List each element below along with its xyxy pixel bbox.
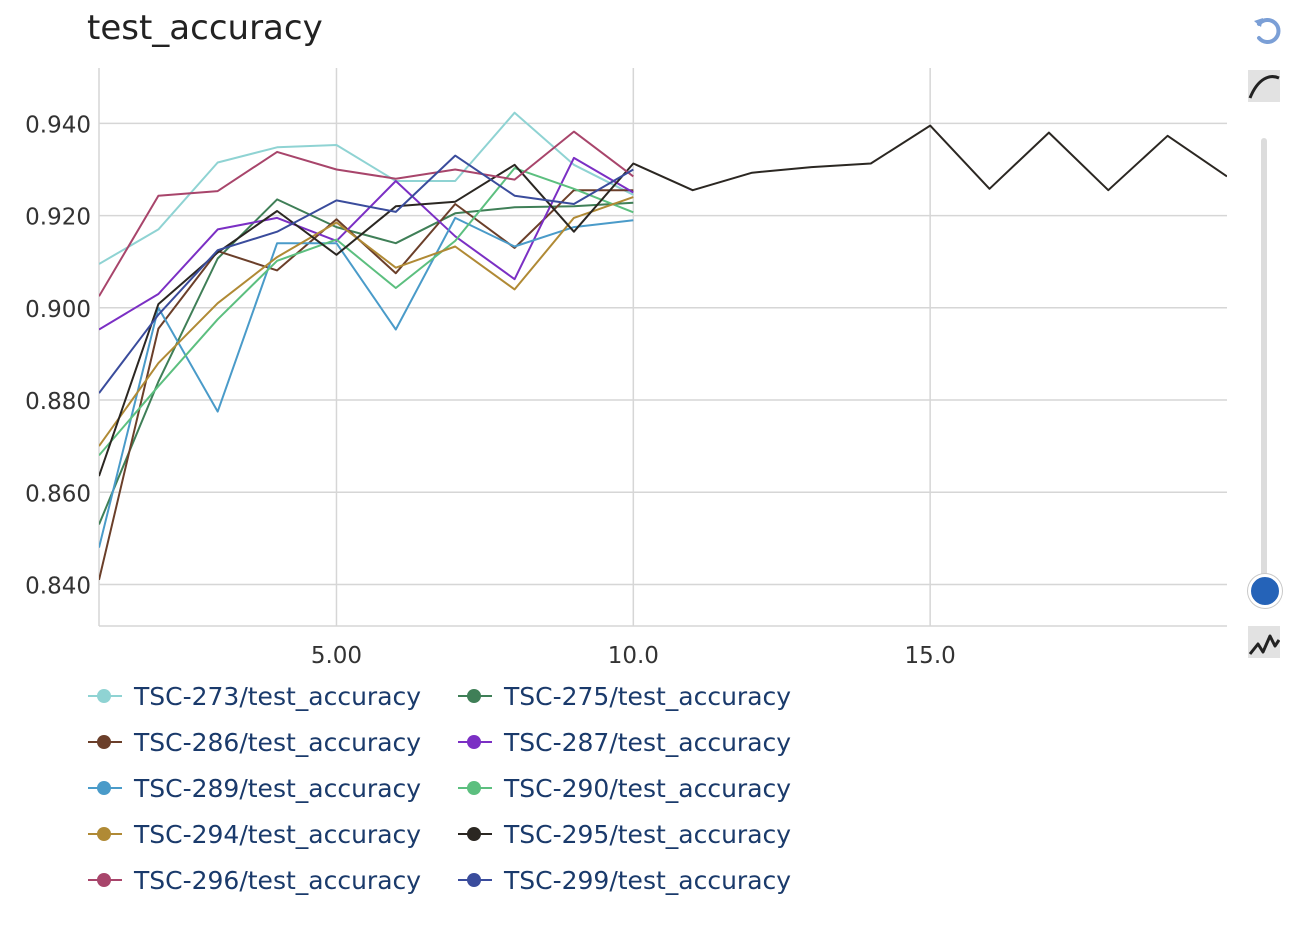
smoothing-slider-track[interactable] (1261, 138, 1267, 588)
legend-item[interactable]: TSC-273/test_accuracy (88, 676, 421, 716)
x-tick-label: 10.0 (608, 643, 659, 669)
legend-swatch (458, 735, 492, 749)
legend-label: TSC-299/test_accuracy (504, 865, 792, 895)
legend-swatch (88, 873, 122, 887)
series-line (99, 216, 634, 548)
legend-item[interactable]: TSC-290/test_accuracy (458, 768, 791, 808)
y-tick-label: 0.840 (25, 573, 91, 599)
legend-swatch (88, 735, 122, 749)
legend-item[interactable]: TSC-299/test_accuracy (458, 860, 791, 900)
x-tick-label: 15.0 (905, 643, 956, 669)
y-tick-label: 0.860 (25, 481, 91, 507)
y-tick-label: 0.900 (25, 297, 91, 323)
smoothing-slider-thumb[interactable] (1248, 574, 1282, 608)
legend-swatch (458, 781, 492, 795)
legend-label: TSC-275/test_accuracy (504, 681, 792, 711)
legend-label: TSC-289/test_accuracy (134, 773, 422, 803)
legend-swatch (458, 689, 492, 703)
legend-swatch (458, 827, 492, 841)
y-tick-label: 0.880 (25, 389, 91, 415)
legend-label: TSC-294/test_accuracy (134, 819, 422, 849)
legend-label: TSC-286/test_accuracy (134, 727, 422, 757)
x-tick-label: 5.00 (311, 643, 362, 669)
reset-icon[interactable] (1250, 12, 1286, 48)
series-line (99, 154, 634, 394)
legend-item[interactable]: TSC-295/test_accuracy (458, 814, 791, 854)
legend-label: TSC-295/test_accuracy (504, 819, 792, 849)
y-tick-label: 0.920 (25, 205, 91, 231)
series-line (99, 198, 634, 525)
legend-item[interactable]: TSC-275/test_accuracy (458, 676, 791, 716)
legend-item[interactable]: TSC-286/test_accuracy (88, 722, 421, 762)
series-line (99, 111, 634, 265)
smooth-curve-icon[interactable] (1248, 70, 1280, 102)
legend-swatch (88, 781, 122, 795)
y-tick-label: 0.940 (25, 112, 91, 138)
legend-item[interactable]: TSC-294/test_accuracy (88, 814, 421, 854)
legend-item[interactable]: TSC-287/test_accuracy (458, 722, 791, 762)
legend-label: TSC-287/test_accuracy (504, 727, 792, 757)
legend-label: TSC-296/test_accuracy (134, 865, 422, 895)
legend-item[interactable]: TSC-289/test_accuracy (88, 768, 421, 808)
series-line (99, 130, 634, 297)
series-line (99, 167, 634, 457)
legend-swatch (88, 827, 122, 841)
series-line (99, 124, 1227, 477)
legend-swatch (458, 873, 492, 887)
series-line (99, 189, 634, 581)
series-line (99, 196, 634, 447)
legend-item[interactable]: TSC-296/test_accuracy (88, 860, 421, 900)
legend-label: TSC-290/test_accuracy (504, 773, 792, 803)
legend-swatch (88, 689, 122, 703)
legend-label: TSC-273/test_accuracy (134, 681, 422, 711)
raw-line-icon[interactable] (1248, 626, 1281, 658)
series-line (99, 156, 634, 331)
chart-title: test_accuracy (87, 8, 323, 48)
